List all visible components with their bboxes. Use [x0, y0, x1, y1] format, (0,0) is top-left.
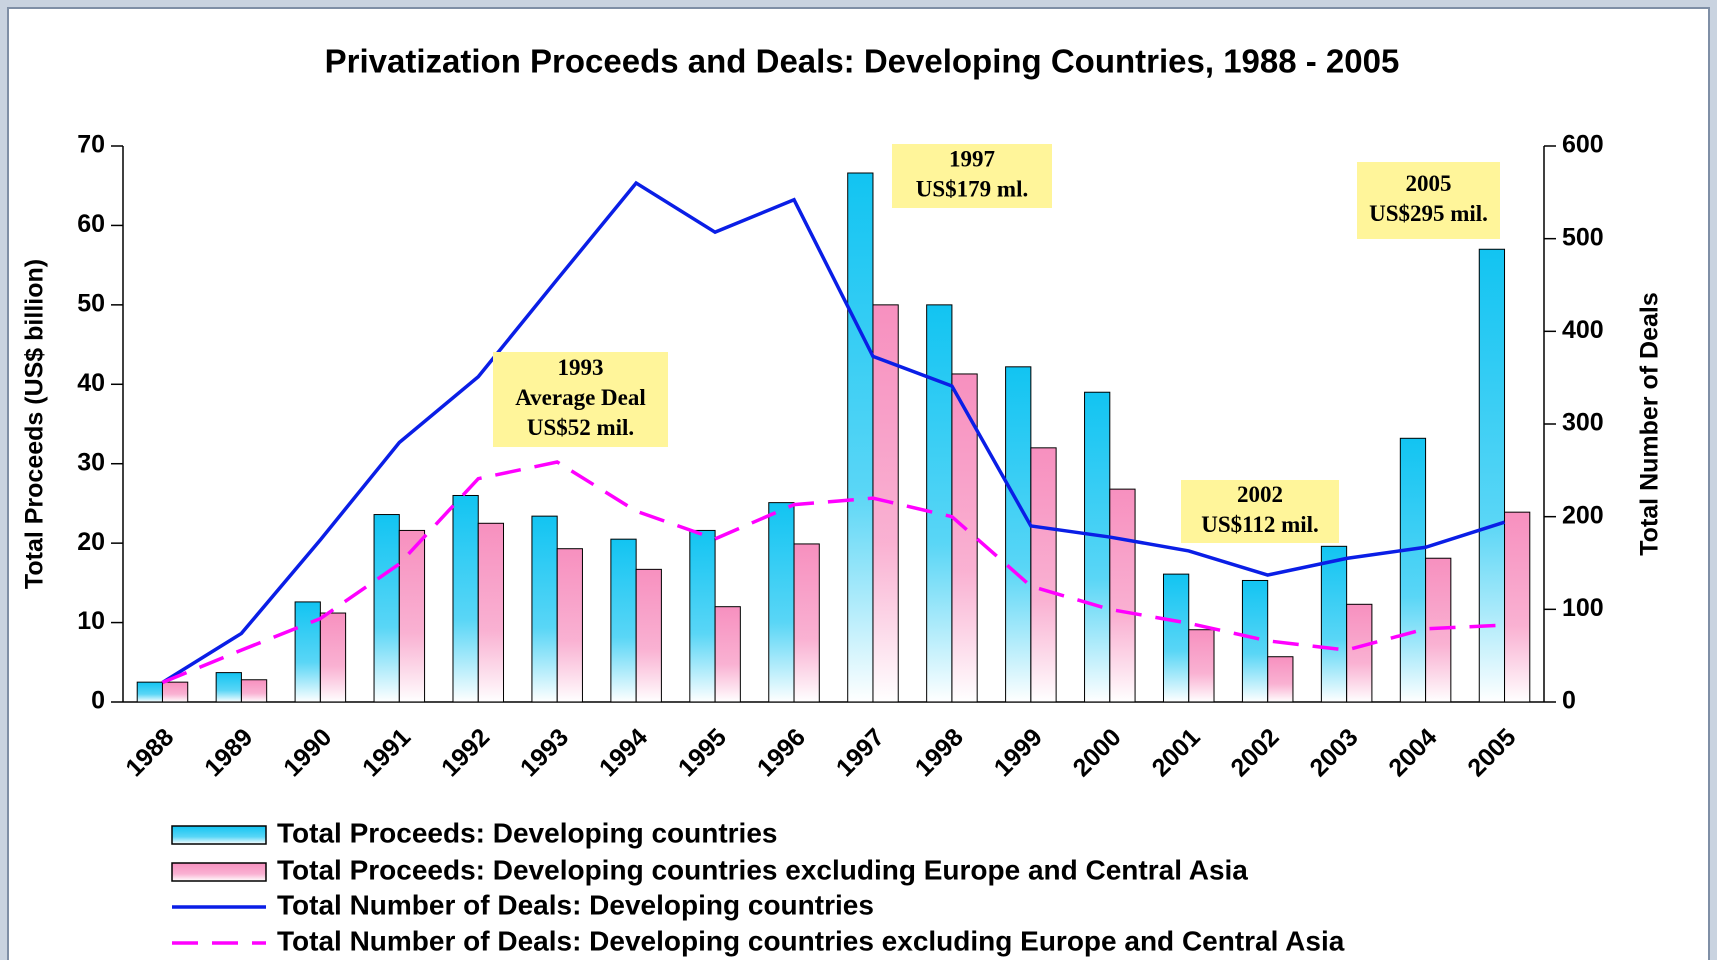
bar [847, 172, 874, 703]
y2-tick-label: 400 [1562, 316, 1604, 344]
bar [1320, 545, 1348, 703]
line [161, 180, 1506, 685]
y-tick-label: 40 [77, 369, 105, 397]
bar [793, 543, 820, 703]
bar [926, 304, 953, 703]
y-tick-label: 0 [91, 687, 105, 715]
legend-swatch [171, 862, 267, 882]
bar [872, 304, 899, 703]
legend-label: Total Number of Deals: Developing countr… [277, 889, 874, 920]
annotation-box [493, 352, 668, 447]
y2-tick-label: 200 [1562, 501, 1604, 529]
bar [1084, 391, 1111, 703]
y2-tick-label: 300 [1562, 409, 1604, 437]
annotation-text: US$295 mil. [1369, 201, 1488, 226]
bar [161, 681, 189, 703]
bar [452, 494, 479, 703]
bar [1504, 511, 1531, 703]
bar [1005, 366, 1032, 703]
bar [136, 681, 163, 703]
annotation-box [892, 144, 1052, 208]
y-tick-label: 60 [77, 210, 105, 238]
legend-label: Total Proceeds: Developing countries exc… [277, 854, 1248, 885]
bar [1188, 629, 1215, 703]
annotation-text: US$179 ml. [916, 176, 1028, 201]
y-tick-label: 20 [77, 528, 105, 556]
bar [689, 529, 716, 703]
bar [1162, 573, 1190, 703]
chart-title: Privatization Proceeds and Deals: Develo… [325, 43, 1400, 80]
annotation-box [1181, 480, 1339, 543]
bar [373, 514, 400, 703]
bar [319, 612, 347, 703]
bar [1346, 603, 1373, 703]
bar [1478, 248, 1506, 703]
annotation-box [1357, 162, 1500, 239]
y-tick-label: 70 [77, 131, 105, 159]
bar [477, 522, 505, 703]
annotation-text: Average Deal [515, 385, 646, 410]
y2-axis-label: Total Number of Deals [1636, 292, 1664, 555]
bar [768, 502, 795, 703]
bar [610, 538, 637, 703]
bar [1399, 437, 1427, 703]
y-tick-label: 30 [77, 448, 105, 476]
annotation-text: US$112 mil. [1201, 512, 1319, 537]
bar [714, 606, 741, 703]
legend-label: Total Number of Deals: Developing countr… [277, 925, 1345, 956]
bar [240, 679, 268, 703]
bar [398, 529, 426, 703]
bar [1241, 579, 1269, 703]
legend-label: Total Proceeds: Developing countries [277, 817, 777, 848]
y-tick-label: 50 [77, 289, 105, 317]
annotation-text: 1997 [949, 146, 995, 171]
bar [635, 568, 662, 703]
annotation-text: 1993 [558, 355, 604, 380]
y2-tick-label: 0 [1562, 687, 1576, 715]
annotation-text: 2002 [1237, 482, 1283, 507]
bar [1267, 656, 1294, 703]
y2-tick-label: 600 [1562, 131, 1604, 159]
y-axis-label: Total Proceeds (US$ billion) [21, 259, 49, 589]
line [161, 460, 1505, 685]
legend-swatch [171, 825, 267, 845]
bar [556, 548, 583, 703]
bar [294, 601, 321, 703]
bar [1030, 447, 1057, 703]
bar [1425, 557, 1452, 703]
y2-tick-label: 100 [1562, 594, 1604, 622]
annotation-text: 2005 [1406, 171, 1452, 196]
y-tick-label: 10 [77, 607, 105, 635]
annotation-text: US$52 mil. [527, 415, 634, 440]
bar [531, 515, 558, 703]
bar [951, 373, 978, 703]
bar [215, 672, 242, 703]
bar [1109, 488, 1136, 703]
y2-tick-label: 500 [1562, 223, 1604, 251]
